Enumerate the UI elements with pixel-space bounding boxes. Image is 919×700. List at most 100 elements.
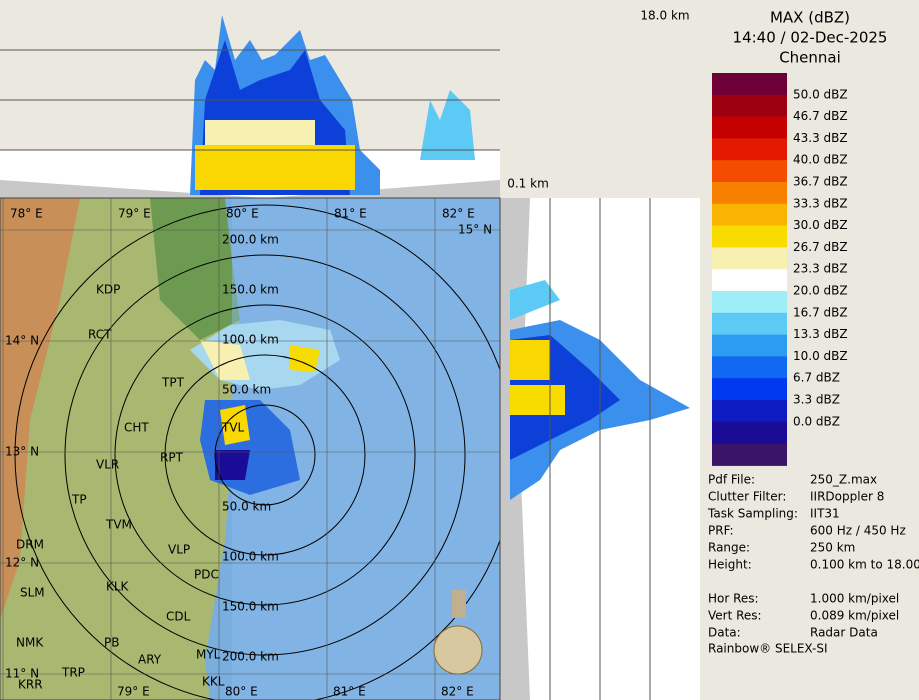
legend-swatch <box>712 378 787 401</box>
ring-label: 150.0 km <box>222 600 279 614</box>
timestamp: 14:40 / 02-Dec-2025 <box>733 29 888 47</box>
lon-label: 80° E <box>225 685 258 699</box>
city-label: RPT <box>160 451 184 465</box>
city-label: NMK <box>16 636 44 650</box>
info-value: 250 km <box>810 541 855 555</box>
ring-label: 200.0 km <box>222 233 279 247</box>
legend-swatch <box>712 443 787 466</box>
top-height-label: 18.0 km <box>640 9 689 23</box>
legend-label: 40.0 dBZ <box>793 153 848 167</box>
info-value: 0.100 km to 18.000 km <box>810 558 919 572</box>
legend-label: 3.3 dBZ <box>793 393 840 407</box>
info-value: 0.089 km/pixel <box>810 609 899 623</box>
ring-label: 200.0 km <box>222 650 279 664</box>
city-label: PDC <box>194 568 219 582</box>
legend-swatch <box>712 138 787 161</box>
info-label: Clutter Filter: <box>708 490 786 504</box>
legend-label: 23.3 dBZ <box>793 262 848 276</box>
map-frame <box>0 197 501 700</box>
info-label: Height: <box>708 558 752 572</box>
ring-label: 100.0 km <box>222 333 279 347</box>
city-label: RCT <box>88 328 112 342</box>
info-label: Pdf File: <box>708 473 755 487</box>
legend-label: 46.7 dBZ <box>793 109 848 123</box>
info-label: PRF: <box>708 524 734 538</box>
city-label: ARY <box>138 653 162 667</box>
lon-label: 80° E <box>226 207 259 221</box>
range-ring <box>64 254 466 656</box>
legend-swatch <box>712 73 787 96</box>
legend-swatch <box>712 334 787 357</box>
info-value: Radar Data <box>810 626 878 640</box>
legend-label: 13.3 dBZ <box>793 327 848 341</box>
legend-swatch <box>712 356 787 379</box>
legend-swatch <box>712 421 787 445</box>
range-ring <box>14 204 500 700</box>
lat-label: 14° N <box>5 334 39 348</box>
legend-label: 50.0 dBZ <box>793 87 848 101</box>
city-label: VLR <box>96 458 119 472</box>
legend-swatch <box>712 291 787 314</box>
lon-label: 82° E <box>441 685 474 699</box>
legend-label: 26.7 dBZ <box>793 240 848 254</box>
city-label: TPT <box>161 376 185 390</box>
legend-swatch <box>712 160 787 183</box>
emblem-pillar <box>452 590 466 618</box>
lon-label: 79° E <box>117 685 150 699</box>
info-value: 600 Hz / 450 Hz <box>810 524 906 538</box>
footer: Rainbow® SELEX-SI <box>708 642 828 656</box>
legend-swatch <box>712 203 787 227</box>
legend-label: 6.7 dBZ <box>793 371 840 385</box>
legend-swatch <box>712 247 787 270</box>
legend-label: 20.0 dBZ <box>793 284 848 298</box>
city-label: DRM <box>16 538 44 552</box>
info-label: Vert Res: <box>708 609 762 623</box>
legend-swatch <box>712 182 787 205</box>
city-label: MYL <box>196 648 221 662</box>
info-value: IIRDoppler 8 <box>810 490 884 504</box>
info-value: 250_Z.max <box>810 473 877 487</box>
info-label: Task Sampling: <box>707 507 798 521</box>
legend-swatch <box>712 116 787 139</box>
city-label: KRR <box>18 678 43 692</box>
lon-label: 81° E <box>333 685 366 699</box>
lon-label: 82° E <box>442 207 475 221</box>
legend-swatch <box>712 225 787 248</box>
legend-label: 0.0 dBZ <box>793 414 840 428</box>
city-label: KLK <box>106 580 130 594</box>
info-value: 1.000 km/pixel <box>810 592 899 606</box>
legend-label: 43.3 dBZ <box>793 131 848 145</box>
city-label: PB <box>104 636 119 650</box>
info-label: Range: <box>708 541 750 555</box>
side-height-label: 0.1 km <box>507 177 549 191</box>
city-label: VLP <box>168 543 190 557</box>
city-label: SLM <box>20 586 45 600</box>
city-label: TVM <box>105 518 132 532</box>
lon-label: 78° E <box>10 207 43 221</box>
legend-label: 16.7 dBZ <box>793 305 848 319</box>
map <box>0 198 500 700</box>
legend-swatch <box>712 400 787 423</box>
range-ring <box>114 304 416 606</box>
city-label: TVL <box>221 421 245 435</box>
lat-label: 15° N <box>458 223 492 237</box>
range-ring <box>214 404 316 506</box>
ring-label: 100.0 km <box>222 550 279 564</box>
legend-label: 33.3 dBZ <box>793 196 848 210</box>
legend-label: 10.0 dBZ <box>793 349 848 363</box>
lat-label: 11° N <box>5 667 39 681</box>
ring-label: 150.0 km <box>222 283 279 297</box>
info-label: Hor Res: <box>708 592 759 606</box>
city-label: CHT <box>124 421 149 435</box>
ring-label: 50.0 km <box>222 500 271 514</box>
legend-swatch <box>712 269 787 292</box>
emblem <box>433 625 483 675</box>
legend-label: 30.0 dBZ <box>793 218 848 232</box>
location: Chennai <box>779 49 841 67</box>
info-label: Data: <box>708 626 741 640</box>
city-label: KDP <box>96 283 120 297</box>
city-label: KKL <box>202 675 225 689</box>
ring-label: 50.0 km <box>222 383 271 397</box>
title: MAX (dBZ) <box>770 9 850 27</box>
